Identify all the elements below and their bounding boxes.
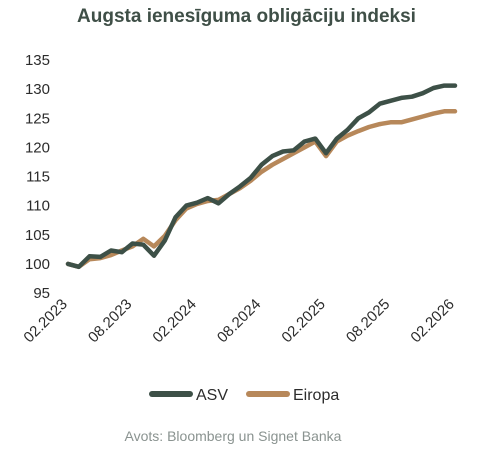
x-tick-label: 02.2025 xyxy=(278,296,328,346)
x-tick-label: 02.2026 xyxy=(407,296,457,346)
x-tick-label: 08.2024 xyxy=(214,296,264,346)
y-tick-label: 110 xyxy=(26,198,50,215)
series-line-asv xyxy=(65,83,458,270)
legend-label-asv: ASV xyxy=(196,387,228,404)
y-tick-label: 135 xyxy=(25,52,50,69)
y-tick-label: 105 xyxy=(25,227,50,244)
y-tick-label: 100 xyxy=(25,256,50,273)
y-tick-label: 130 xyxy=(25,81,50,98)
chart-title: Augsta ienesīguma obligāciju indeksi xyxy=(77,6,416,27)
x-axis: 02.2023 08.2023 02.2024 08.2024 02.2025 08.20… xyxy=(20,296,457,346)
x-tick-label: 02.2023 xyxy=(20,296,70,346)
series-layer xyxy=(65,83,458,270)
y-tick-label: 95 xyxy=(33,285,50,302)
series-line-eiropa xyxy=(65,109,458,270)
y-tick-label: 125 xyxy=(25,110,50,127)
y-tick-label: 115 xyxy=(26,169,50,186)
source-note: Avots: Bloomberg un Signet Banka xyxy=(124,428,342,444)
x-tick-label: 08.2023 xyxy=(85,296,135,346)
x-tick-label: 08.2025 xyxy=(343,296,393,346)
y-tick-label: 120 xyxy=(25,139,50,156)
y-axis: 95 100 105 110 115 120 125 130 135 xyxy=(25,52,50,302)
legend-label-eiropa: Eiropa xyxy=(293,387,339,404)
x-tick-label: 02.2024 xyxy=(149,296,199,346)
legend: ASV Eiropa xyxy=(149,387,339,404)
